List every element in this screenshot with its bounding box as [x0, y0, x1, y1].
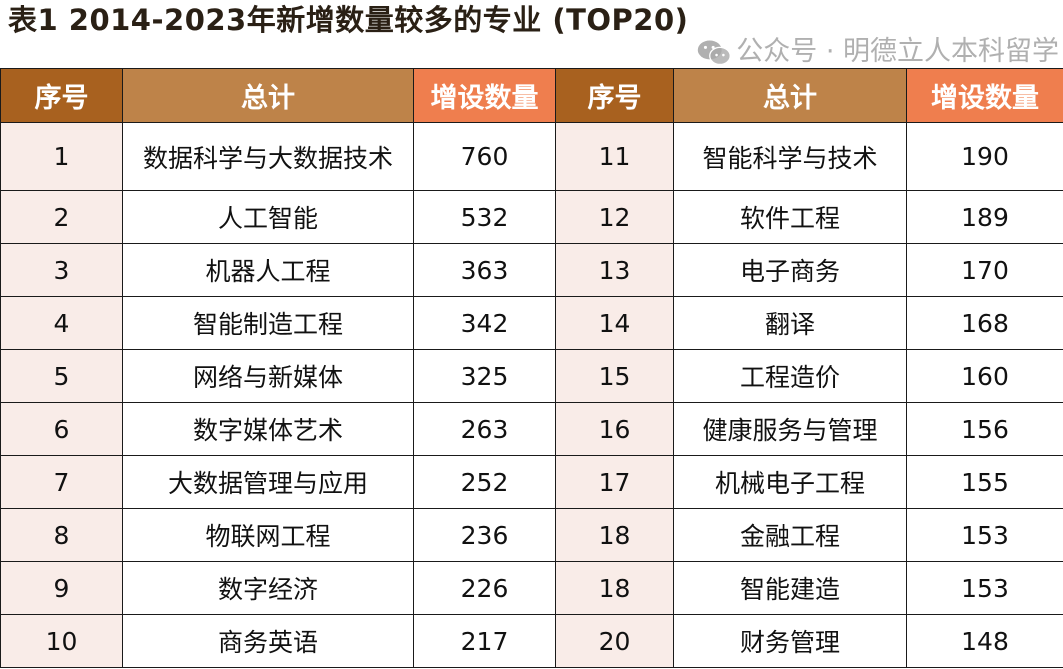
rank-cell: 7	[0, 455, 123, 509]
rank-cell: 2	[0, 190, 123, 244]
major-cell: 智能制造工程	[122, 296, 414, 350]
rank-cell: 3	[0, 243, 123, 297]
count-cell: 226	[413, 561, 556, 615]
count-cell: 170	[906, 243, 1063, 297]
major-cell: 机器人工程	[122, 243, 414, 297]
count-cell: 189	[906, 190, 1063, 244]
rank-cell: 6	[0, 402, 123, 456]
major-cell: 商务英语	[122, 614, 414, 668]
watermark: 公众号 · 明德立人本科留学	[696, 37, 1059, 67]
wechat-icon	[698, 40, 732, 65]
rank-cell: 8	[0, 508, 123, 562]
header-rank: 序号	[555, 68, 674, 123]
count-cell: 363	[413, 243, 556, 297]
table-row: 9 数字经济 226 18 智能建造 153	[0, 561, 1063, 615]
count-cell: 156	[906, 402, 1063, 456]
rank-cell: 18	[555, 561, 674, 615]
major-cell: 数字媒体艺术	[122, 402, 414, 456]
major-cell: 工程造价	[673, 349, 907, 403]
rank-cell: 9	[0, 561, 123, 615]
header-count: 增设数量	[906, 68, 1063, 123]
count-cell: 155	[906, 455, 1063, 509]
rank-cell: 5	[0, 349, 123, 403]
major-cell: 数据科学与大数据技术	[122, 122, 414, 191]
count-cell: 263	[413, 402, 556, 456]
table-row: 7 大数据管理与应用 252 17 机械电子工程 155	[0, 455, 1063, 509]
table-row: 6 数字媒体艺术 263 16 健康服务与管理 156	[0, 402, 1063, 456]
count-cell: 153	[906, 561, 1063, 615]
table-row: 5 网络与新媒体 325 15 工程造价 160	[0, 349, 1063, 403]
rank-cell: 14	[555, 296, 674, 350]
top20-majors-table: 序号 总计 增设数量 序号 总计 增设数量 1 数据科学与大数据技术 760 11 智能…	[0, 68, 1063, 668]
count-cell: 252	[413, 455, 556, 509]
rank-cell: 17	[555, 455, 674, 509]
rank-cell: 4	[0, 296, 123, 350]
table-row: 3 机器人工程 363 13 电子商务 170	[0, 243, 1063, 297]
major-cell: 大数据管理与应用	[122, 455, 414, 509]
table-row: 4 智能制造工程 342 14 翻译 168	[0, 296, 1063, 350]
major-cell: 智能建造	[673, 561, 907, 615]
count-cell: 236	[413, 508, 556, 562]
header-row: 序号 总计 增设数量 序号 总计 增设数量	[0, 68, 1063, 123]
major-cell: 财务管理	[673, 614, 907, 668]
table-title: 表1 2014-2023年新增数量较多的专业 (TOP20)	[8, 3, 689, 37]
count-cell: 148	[906, 614, 1063, 668]
major-cell: 机械电子工程	[673, 455, 907, 509]
table-row: 2 人工智能 532 12 软件工程 189	[0, 190, 1063, 244]
major-cell: 物联网工程	[122, 508, 414, 562]
major-cell: 人工智能	[122, 190, 414, 244]
major-cell: 网络与新媒体	[122, 349, 414, 403]
rank-cell: 11	[555, 122, 674, 191]
table-row: 10 商务英语 217 20 财务管理 148	[0, 614, 1063, 668]
table-row: 8 物联网工程 236 18 金融工程 153	[0, 508, 1063, 562]
header-major: 总计	[122, 68, 414, 123]
rank-cell: 13	[555, 243, 674, 297]
major-cell: 翻译	[673, 296, 907, 350]
count-cell: 190	[906, 122, 1063, 191]
major-cell: 软件工程	[673, 190, 907, 244]
rank-cell: 10	[0, 614, 123, 668]
count-cell: 160	[906, 349, 1063, 403]
rank-cell: 1	[0, 122, 123, 191]
header-rank: 序号	[0, 68, 123, 123]
rank-cell: 18	[555, 508, 674, 562]
count-cell: 217	[413, 614, 556, 668]
rank-cell: 20	[555, 614, 674, 668]
major-cell: 数字经济	[122, 561, 414, 615]
rank-cell: 15	[555, 349, 674, 403]
major-cell: 金融工程	[673, 508, 907, 562]
major-cell: 健康服务与管理	[673, 402, 907, 456]
count-cell: 532	[413, 190, 556, 244]
count-cell: 325	[413, 349, 556, 403]
count-cell: 153	[906, 508, 1063, 562]
count-cell: 342	[413, 296, 556, 350]
header-major: 总计	[673, 68, 907, 123]
header-count: 增设数量	[413, 68, 556, 123]
count-cell: 168	[906, 296, 1063, 350]
table-row: 1 数据科学与大数据技术 760 11 智能科学与技术 190	[0, 122, 1063, 191]
watermark-text: 公众号 · 明德立人本科留学	[736, 36, 1059, 67]
major-cell: 智能科学与技术	[673, 122, 907, 191]
rank-cell: 16	[555, 402, 674, 456]
count-cell: 760	[413, 122, 556, 191]
major-cell: 电子商务	[673, 243, 907, 297]
rank-cell: 12	[555, 190, 674, 244]
